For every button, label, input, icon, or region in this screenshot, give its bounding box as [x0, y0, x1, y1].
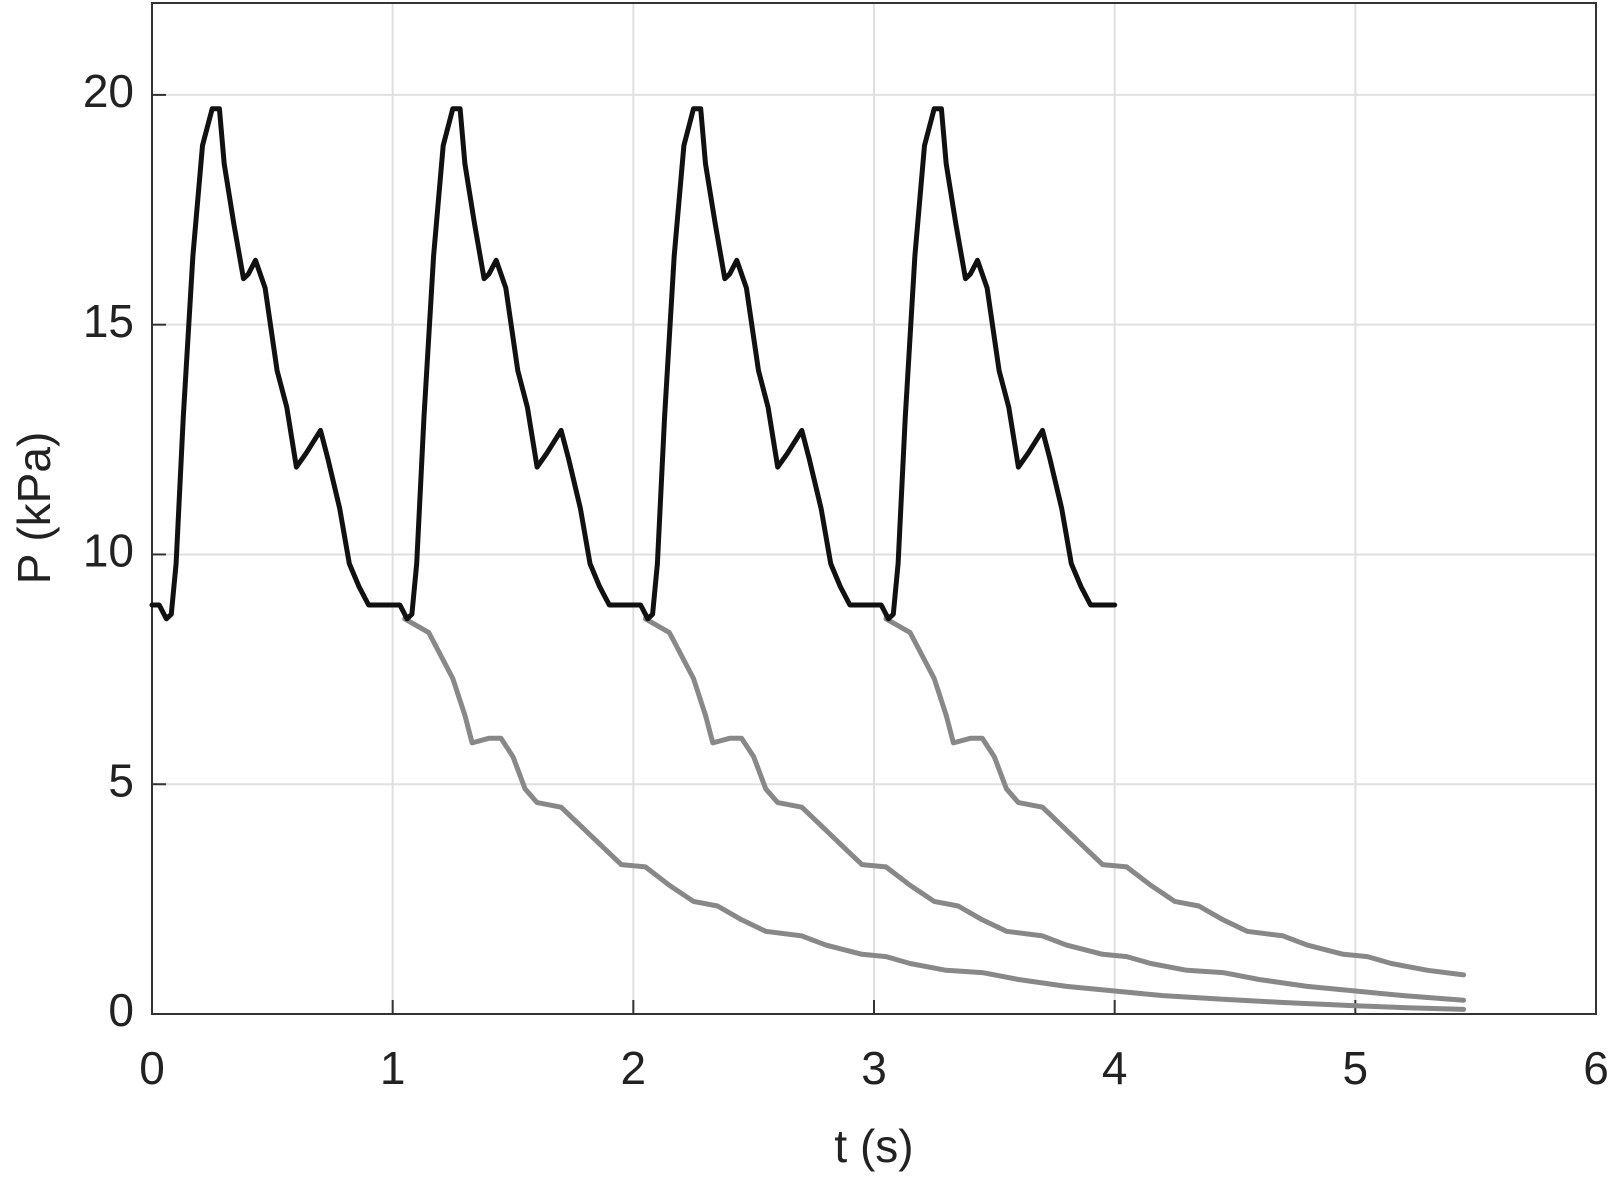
- x-tick-label: 3: [861, 1042, 887, 1094]
- plot-frame: [151, 2, 1597, 1015]
- series-line: [402, 616, 1467, 1012]
- x-tick-label: 1: [380, 1042, 406, 1094]
- x-tick-label: 2: [621, 1042, 647, 1094]
- x-tick-label: 5: [1343, 1042, 1369, 1094]
- y-tick-label: 5: [108, 754, 134, 806]
- x-axis-label: t (s): [834, 1120, 913, 1172]
- y-tick-label: 0: [108, 984, 134, 1036]
- series-line: [883, 616, 1467, 978]
- x-tick-label: 6: [1583, 1042, 1609, 1094]
- y-tick-label: 20: [83, 65, 134, 117]
- x-tick-label: 0: [139, 1042, 165, 1094]
- y-axis-label: P (kPa): [8, 432, 60, 585]
- series-line: [149, 106, 1118, 622]
- y-tick-label: 15: [83, 295, 134, 347]
- x-tick-label: 4: [1102, 1042, 1128, 1094]
- series-line: [642, 616, 1467, 1003]
- y-tick-label: 10: [83, 525, 134, 577]
